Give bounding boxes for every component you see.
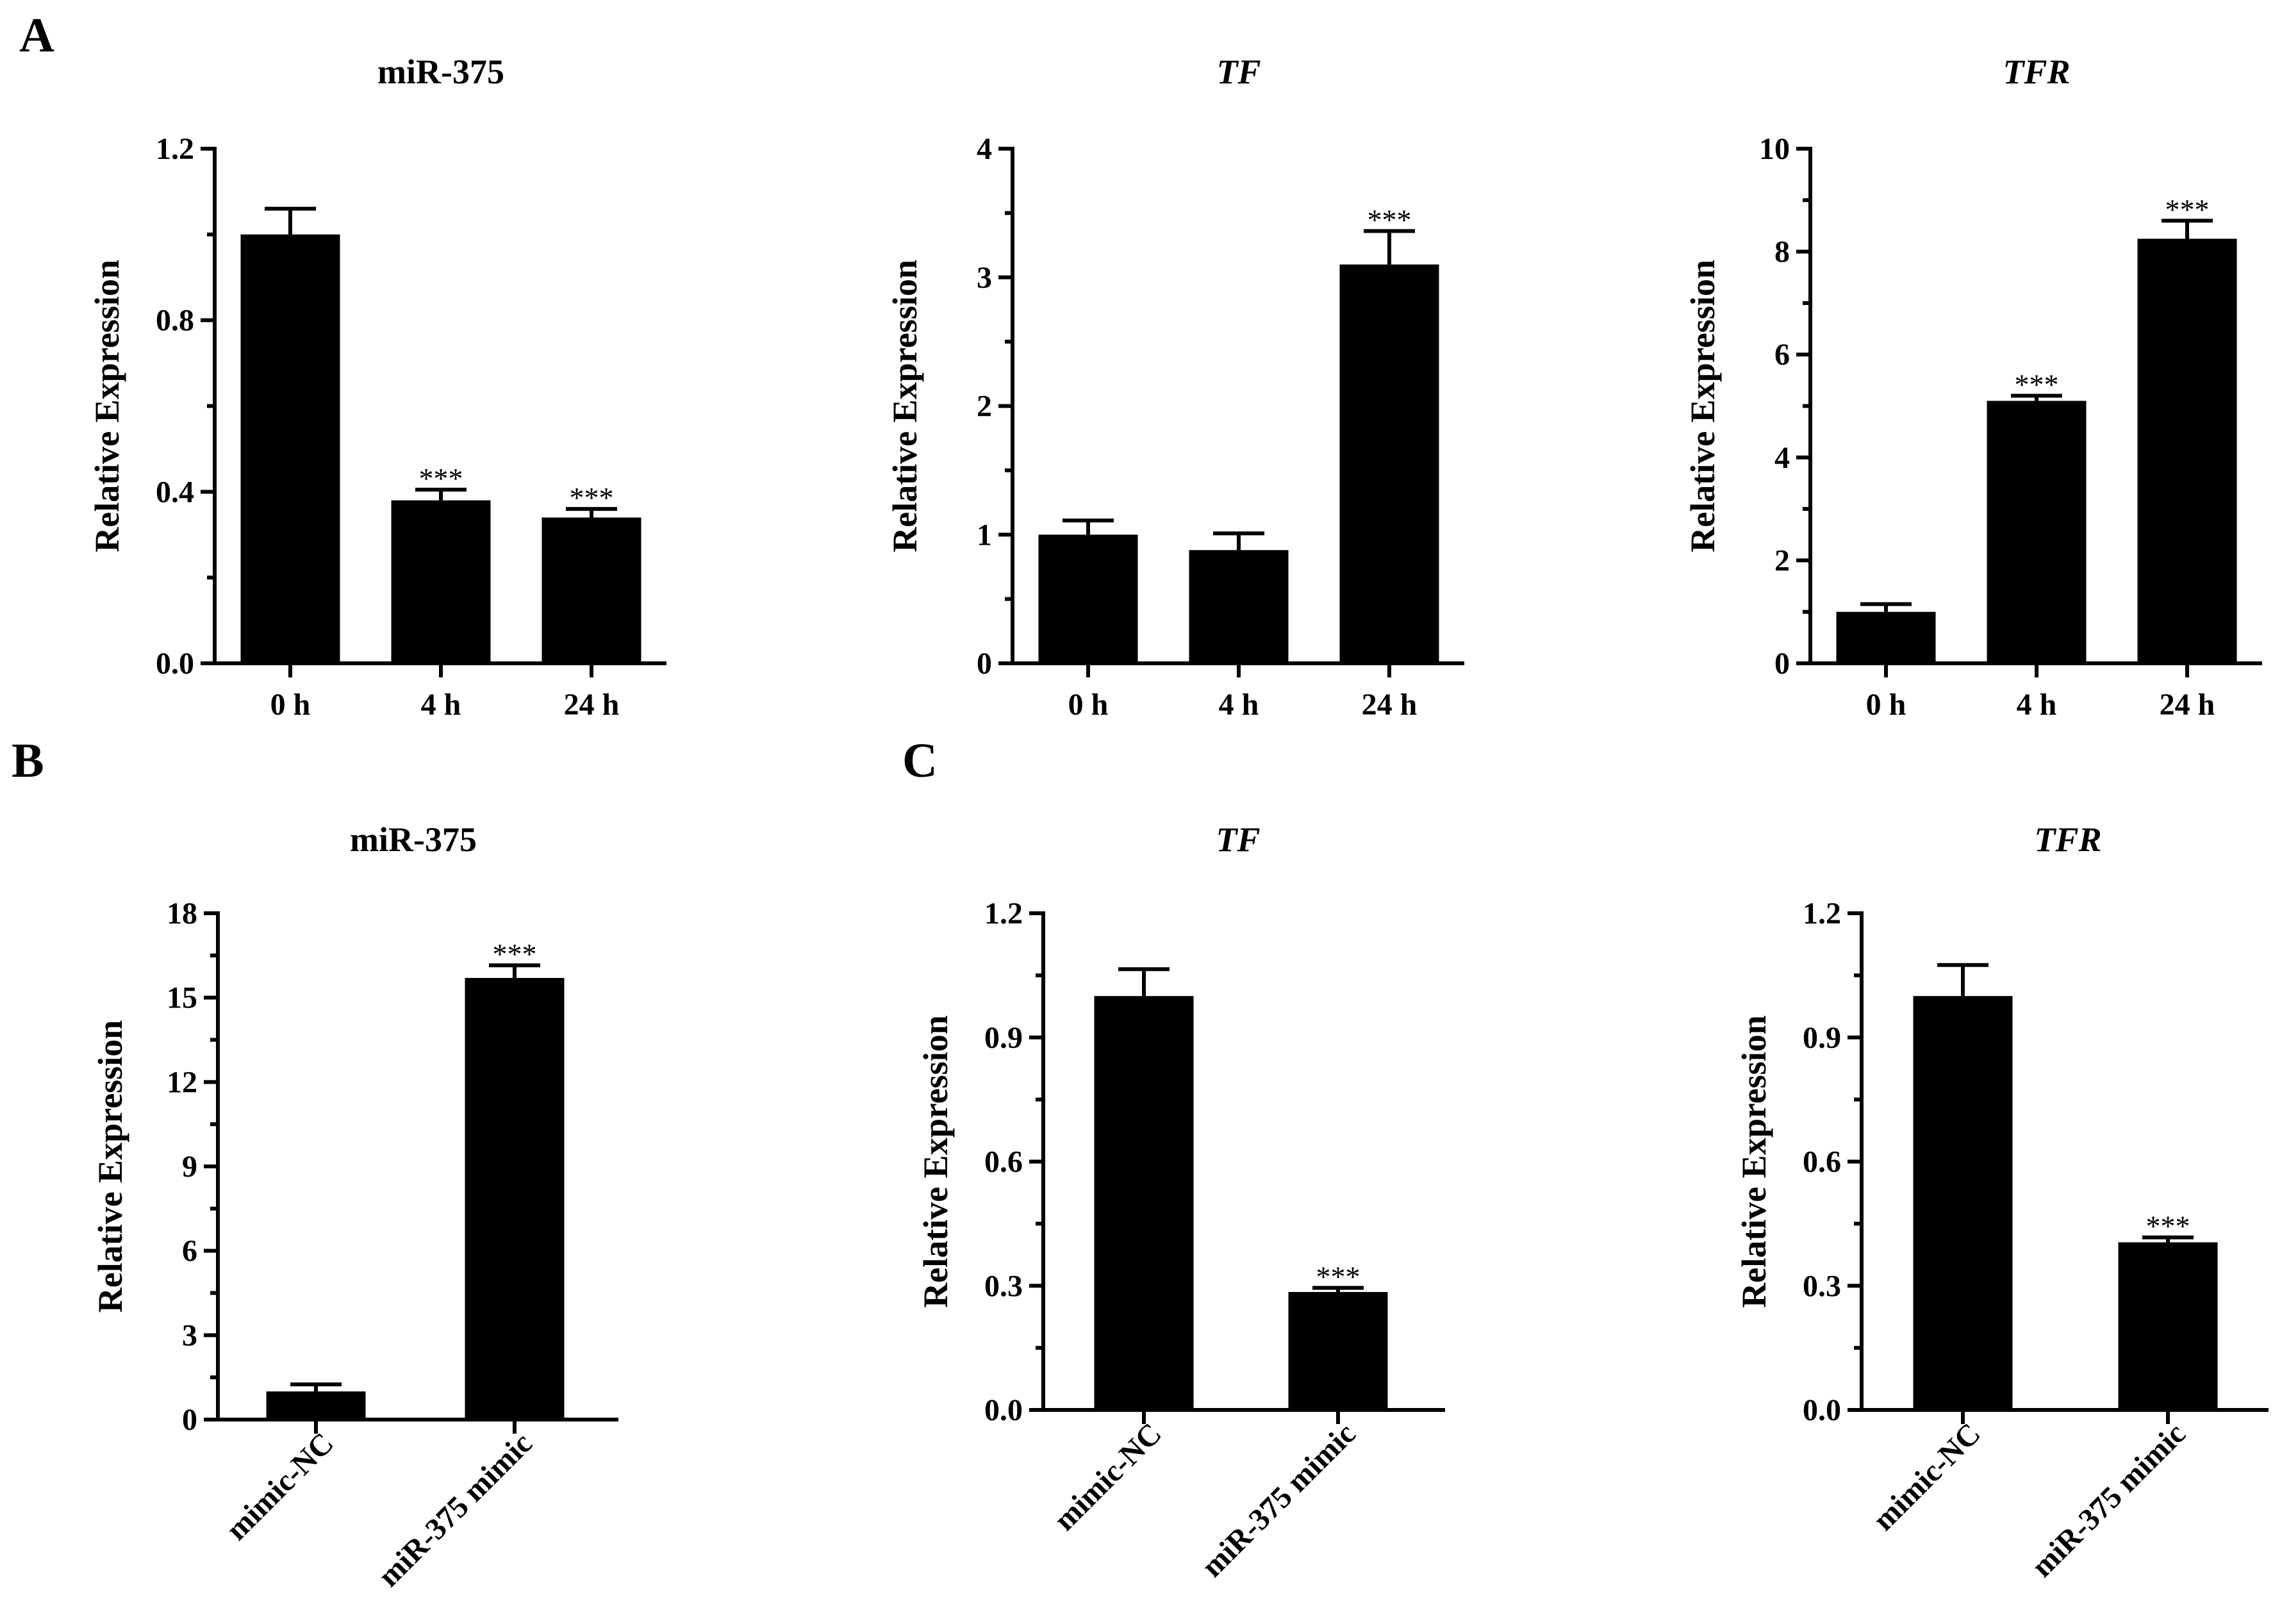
y-tick-label: 4: [977, 132, 992, 166]
y-tick-label: 3: [182, 1318, 197, 1352]
x-tick-label: 24 h: [1362, 688, 1418, 722]
y-tick-label: 3: [977, 261, 992, 295]
y-tick-label: 0.0: [1803, 1393, 1841, 1427]
bar: [1038, 534, 1138, 663]
bar: [1189, 550, 1289, 663]
x-tick-label: 24 h: [564, 688, 620, 722]
y-tick-label: 0: [977, 647, 992, 681]
bar: [266, 1391, 366, 1420]
bar: [2137, 238, 2237, 663]
bar: [1913, 996, 2013, 1410]
significance-marker: ***: [1316, 1260, 1360, 1293]
y-tick-label: 10: [1759, 132, 1790, 166]
y-tick-label: 6: [182, 1234, 197, 1268]
x-tick-label: 0 h: [1866, 688, 1906, 722]
y-tick-label: 1.2: [1803, 897, 1841, 931]
y-tick-label: 9: [182, 1150, 197, 1184]
y-tick-label: 2: [977, 390, 992, 424]
y-tick-label: 0.0: [984, 1393, 1023, 1427]
y-tick-label: 2: [1774, 543, 1790, 577]
chart-a-tfr: TFR Relative Expression 0 2 4 6 8 10 0 h 4 h *** 24…: [1683, 53, 2262, 722]
y-tick-label: 18: [167, 897, 197, 931]
y-axis-label: Relative Expression: [1735, 1015, 1773, 1308]
y-tick-label: 0.4: [156, 475, 194, 509]
significance-marker: ***: [493, 938, 537, 970]
y-axis-label: Relative Expression: [886, 260, 924, 552]
y-tick-label: 0.0: [156, 647, 194, 681]
y-tick-label: 1.2: [156, 132, 194, 166]
bar: [1836, 611, 1936, 663]
chart-title: TFR: [2003, 53, 2070, 91]
bar: [542, 517, 641, 663]
x-tick-label: 4 h: [1219, 688, 1259, 722]
x-tick-label: 4 h: [421, 688, 461, 722]
y-tick-label: 0: [182, 1403, 197, 1437]
panel-label-a: A: [19, 8, 54, 62]
bar: [240, 234, 340, 663]
chart-title: miR-375: [350, 820, 477, 859]
bar: [1288, 1291, 1388, 1410]
y-axis-label: Relative Expression: [916, 1015, 955, 1308]
y-tick-label: 6: [1774, 338, 1790, 372]
bar: [1094, 996, 1194, 1410]
chart-title: TF: [1216, 53, 1261, 91]
y-tick-label: 1: [977, 518, 992, 552]
bar: [1339, 264, 1439, 663]
chart-title: TFR: [2034, 820, 2101, 859]
x-tick-label: 24 h: [2160, 688, 2215, 722]
chart-title: TF: [1216, 820, 1260, 859]
bar: [1987, 401, 2087, 663]
y-axis-label: Relative Expression: [91, 1020, 129, 1313]
x-tick-label: 0 h: [270, 688, 311, 722]
chart-a-mir375: miR-375 Relative Expression 0.0 0.4 0.8 1.2 0 …: [88, 53, 666, 722]
y-tick-label: 0: [1774, 647, 1790, 681]
y-axis-label: Relative Expression: [88, 260, 126, 552]
panel-label-b: B: [12, 734, 44, 788]
y-tick-label: 0.3: [984, 1269, 1023, 1303]
y-tick-label: 0.9: [1803, 1021, 1841, 1055]
y-tick-label: 15: [167, 981, 197, 1015]
x-tick-label: 0 h: [1068, 688, 1109, 722]
chart-a-tf: TF Relative Expression 0 1 2 3 4 0 h 4 h 24 h ***: [886, 53, 1464, 722]
significance-marker: ***: [570, 481, 614, 514]
significance-marker: ***: [419, 462, 463, 495]
bar: [465, 977, 565, 1420]
y-tick-label: 0.3: [1803, 1269, 1841, 1303]
y-tick-label: 0.6: [984, 1145, 1023, 1179]
y-tick-label: 0.9: [984, 1021, 1023, 1055]
significance-marker: ***: [1368, 203, 1412, 236]
significance-marker: ***: [2165, 193, 2210, 226]
x-tick-label: 4 h: [2017, 688, 2057, 722]
chart-title: miR-375: [377, 53, 504, 91]
panel-label-c: C: [902, 734, 938, 788]
significance-marker: ***: [2015, 368, 2059, 401]
significance-marker: ***: [2146, 1210, 2190, 1243]
y-tick-label: 1.2: [984, 897, 1023, 931]
bar: [2118, 1242, 2218, 1410]
y-tick-label: 12: [167, 1065, 197, 1099]
y-tick-label: 0.8: [156, 304, 194, 338]
bar: [391, 500, 491, 663]
y-tick-label: 4: [1774, 441, 1790, 475]
y-tick-label: 8: [1774, 235, 1790, 269]
y-tick-label: 0.6: [1803, 1145, 1841, 1179]
y-axis-label: Relative Expression: [1683, 260, 1722, 552]
